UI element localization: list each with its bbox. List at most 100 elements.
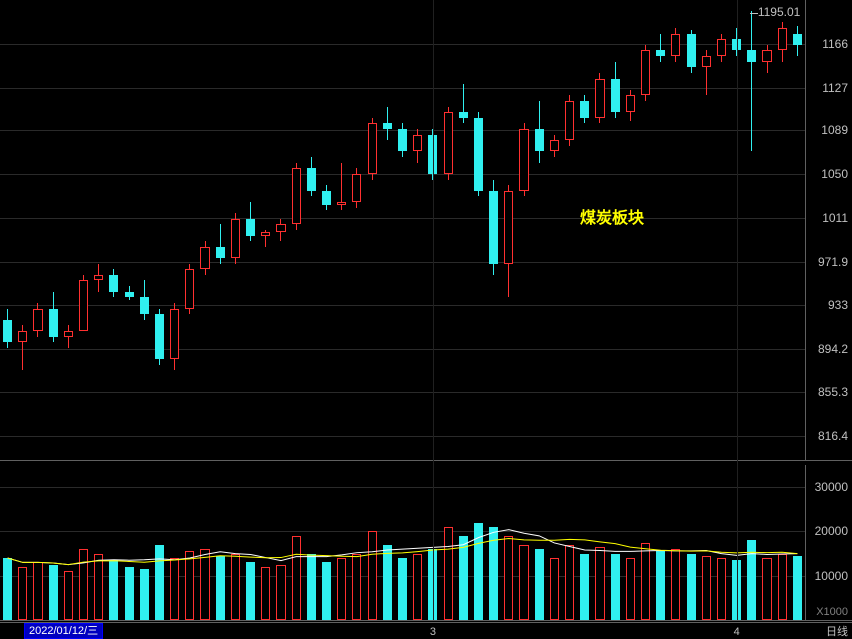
candle-body: [504, 191, 513, 264]
x-axis-label: 4: [734, 625, 740, 639]
volume-x1000-label: X1000: [816, 606, 848, 618]
price-y-label: 1011: [822, 211, 848, 225]
volume-bar: [368, 531, 377, 620]
volume-bar: [747, 540, 756, 620]
volume-bar: [626, 558, 635, 620]
candle-body: [261, 232, 270, 235]
volume-bar: [444, 527, 453, 620]
volume-bar: [79, 549, 88, 620]
price-gridline: [0, 174, 805, 175]
volume-bar: [519, 545, 528, 620]
candle-body: [79, 280, 88, 330]
candle-body: [337, 202, 346, 205]
candle-body: [626, 95, 635, 112]
volume-bar: [413, 554, 422, 620]
candle-wick: [660, 34, 661, 62]
volume-bar: [170, 558, 179, 620]
volume-bar: [702, 556, 711, 620]
volume-bar: [504, 536, 513, 620]
candle-body: [474, 118, 483, 191]
date-badge[interactable]: 2022/01/12/三: [24, 623, 103, 639]
volume-bar: [64, 571, 73, 620]
candle-body: [200, 247, 209, 269]
volume-bar: [322, 562, 331, 620]
candle-body: [18, 331, 27, 342]
volume-bar: [125, 567, 134, 620]
volume-bar: [459, 536, 468, 620]
volume-bar: [565, 545, 574, 620]
candle-body: [762, 50, 771, 61]
volume-bar: [489, 527, 498, 620]
candle-body: [64, 331, 73, 337]
candle-body: [140, 297, 149, 314]
price-y-label: 855.3: [818, 385, 848, 399]
volume-y-label: 20000: [815, 524, 848, 538]
volume-bar: [474, 523, 483, 620]
candle-body: [595, 79, 604, 118]
candle-body: [519, 129, 528, 191]
volume-bar: [231, 554, 240, 620]
price-gridline: [0, 392, 805, 393]
price-gridline: [0, 262, 805, 263]
candle-body: [170, 309, 179, 359]
volume-bar: [292, 536, 301, 620]
candle-body: [231, 219, 240, 258]
candle-body: [292, 168, 301, 224]
candle-body: [246, 219, 255, 236]
price-y-label: 933: [828, 298, 848, 312]
volume-bar: [109, 560, 118, 620]
volume-bar: [200, 549, 209, 620]
candle-body: [535, 129, 544, 151]
candle-body: [611, 79, 620, 113]
candle-body: [185, 269, 194, 308]
price-gridline: [0, 44, 805, 45]
candle-body: [216, 247, 225, 258]
volume-bar: [550, 558, 559, 620]
volume-bar: [261, 567, 270, 620]
candle-wick: [68, 325, 69, 347]
volume-bar: [793, 556, 802, 620]
volume-gridline: [0, 531, 805, 532]
x-axis-label: 3: [430, 625, 436, 639]
candle-body: [33, 309, 42, 331]
price-gridline: [0, 436, 805, 437]
candle-body: [717, 39, 726, 56]
price-y-axis-border: [805, 0, 806, 460]
candle-body: [109, 275, 118, 292]
volume-y-label: 30000: [815, 480, 848, 494]
volume-bar: [140, 569, 149, 620]
volume-bar: [656, 551, 665, 620]
candle-body: [550, 140, 559, 151]
volume-bar: [595, 547, 604, 620]
price-gridline: [0, 88, 805, 89]
candle-body: [444, 112, 453, 174]
volume-y-label: 10000: [815, 569, 848, 583]
volume-bar: [383, 545, 392, 620]
candle-body: [702, 56, 711, 67]
volume-bar: [246, 562, 255, 620]
volume-bar: [33, 562, 42, 620]
volume-bar: [611, 554, 620, 620]
volume-ma-slow: [0, 0, 852, 639]
candle-body: [125, 292, 134, 298]
volume-bar: [580, 554, 589, 620]
x-gridline: [433, 0, 434, 620]
candle-wick: [751, 11, 752, 151]
volume-bottom-border: [0, 620, 852, 621]
volume-bar: [398, 558, 407, 620]
chart-root: 11661127108910501011971.9933894.2855.381…: [0, 0, 852, 639]
volume-bar: [337, 558, 346, 620]
candle-body: [155, 314, 164, 359]
candle-body: [580, 101, 589, 118]
price-y-label: 1127: [822, 81, 848, 95]
candle-body: [352, 174, 361, 202]
volume-bar: [3, 558, 12, 620]
candle-body: [3, 320, 12, 342]
panel-divider: [0, 460, 852, 461]
candle-body: [383, 123, 392, 129]
candle-body: [641, 50, 650, 95]
volume-bar: [778, 554, 787, 620]
price-y-label: 1089: [821, 123, 848, 137]
candle-body: [793, 34, 802, 45]
candle-body: [94, 275, 103, 281]
